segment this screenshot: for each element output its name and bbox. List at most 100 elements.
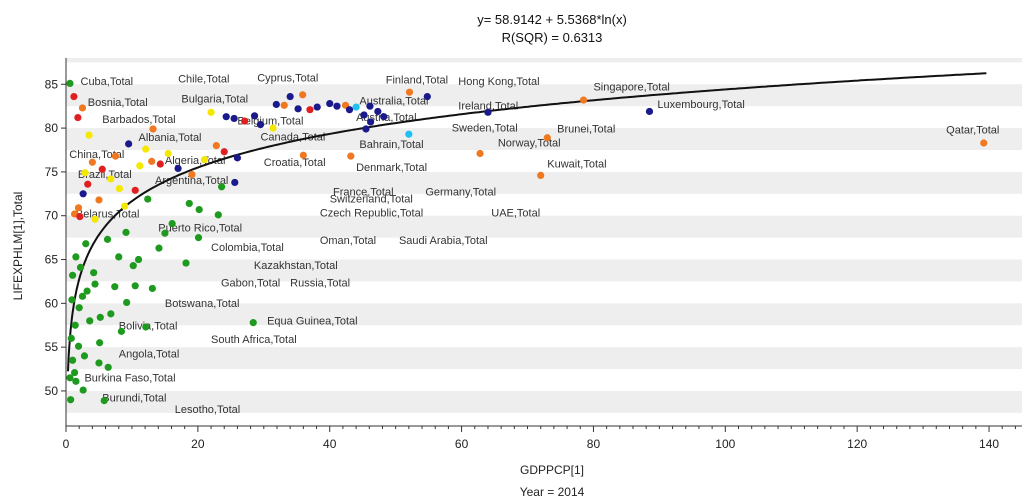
data-point <box>164 149 172 158</box>
data-point <box>95 196 103 204</box>
data-point <box>220 148 228 156</box>
data-point <box>214 211 222 219</box>
data-point <box>347 152 355 160</box>
point-label: Brunei,Total <box>557 123 615 135</box>
point-label: Gabon,Total <box>221 278 280 290</box>
data-point <box>233 154 242 162</box>
data-point <box>280 101 288 109</box>
point-label: Burkina Faso,Total <box>84 372 175 384</box>
point-label: Belarus,Total <box>76 208 140 220</box>
data-point <box>188 170 196 179</box>
x-tick-label: 80 <box>587 437 601 451</box>
data-point <box>174 164 182 172</box>
x-tick-label: 0 <box>63 437 70 451</box>
data-point <box>86 317 94 325</box>
point-label: Kuwait,Total <box>547 159 606 171</box>
data-point <box>129 262 137 270</box>
data-point <box>207 108 215 116</box>
data-point <box>71 321 79 329</box>
data-point <box>142 323 150 331</box>
x-tick-label: 20 <box>191 437 205 451</box>
grid-band <box>66 84 1022 107</box>
point-label: Kazakhstan,Total <box>254 260 338 272</box>
data-point <box>380 113 388 121</box>
point-label: Saudi Arabia,Total <box>399 235 488 247</box>
x-tick-label: 140 <box>979 437 999 451</box>
data-point <box>155 244 163 252</box>
data-point <box>79 386 87 394</box>
point-label: Canada,Total <box>260 131 325 143</box>
data-point <box>484 108 492 116</box>
point-label: Qatar,Total <box>946 124 999 136</box>
data-point <box>299 151 307 159</box>
data-point <box>95 359 103 367</box>
y-tick-label: 75 <box>45 165 59 179</box>
data-point <box>231 178 239 187</box>
data-point <box>78 292 87 300</box>
point-label: Bosnia,Total <box>88 97 148 109</box>
y-axis-ticks: 50 55 60 65 70 75 80 85 <box>45 77 66 398</box>
point-label: Equa Guinea,Total <box>267 315 358 327</box>
point-label: Brazil,Total <box>78 169 132 181</box>
data-point <box>68 271 77 279</box>
point-label: Cuba,Total <box>81 76 134 88</box>
point-label: Chile,Total <box>178 74 229 86</box>
data-point <box>156 160 164 168</box>
data-point <box>78 104 87 112</box>
data-point <box>306 106 314 114</box>
point-label: Croatia,Total <box>264 157 326 169</box>
data-point <box>84 180 92 188</box>
point-label: Burundi,Total <box>102 392 166 404</box>
point-label: Barbados,Total <box>102 114 175 126</box>
point-label: China,Total <box>69 149 124 161</box>
grid-band <box>66 347 1022 370</box>
point-label: Bulgaria,Total <box>181 94 248 106</box>
data-point <box>134 255 143 264</box>
x-tick-label: 40 <box>323 437 337 451</box>
data-point <box>123 298 131 307</box>
data-point <box>142 145 150 153</box>
data-point <box>90 269 98 277</box>
data-point <box>249 319 257 327</box>
y-tick-label: 60 <box>45 296 59 310</box>
x-axis-ticks: 0 20 40 60 80 100 120 140 <box>63 426 1016 451</box>
data-point <box>91 215 99 223</box>
data-point <box>76 212 84 221</box>
data-point <box>66 374 74 382</box>
point-label: Colombia,Total <box>211 242 284 254</box>
data-point <box>269 124 277 132</box>
grid-band <box>66 303 1022 326</box>
data-point <box>96 339 104 347</box>
y-tick-label: 85 <box>45 77 59 91</box>
x-tick-label: 60 <box>455 437 469 451</box>
data-point <box>194 234 203 242</box>
data-point <box>82 240 90 248</box>
data-point <box>185 199 193 208</box>
data-point <box>131 186 139 194</box>
data-point <box>345 106 354 114</box>
point-label: Luxembourg,Total <box>657 99 744 111</box>
data-point <box>111 152 120 160</box>
point-label: South Africa,Total <box>211 334 297 346</box>
data-point <box>88 158 96 166</box>
point-label: Oman,Total <box>320 235 376 247</box>
data-point <box>543 134 551 142</box>
data-point <box>121 202 129 210</box>
data-point <box>75 304 83 312</box>
point-label: Albania,Total <box>139 132 202 144</box>
data-point <box>374 107 382 116</box>
data-point <box>117 327 125 335</box>
data-point <box>212 142 220 150</box>
data-point <box>74 342 83 350</box>
y-tick-label: 50 <box>45 384 59 398</box>
data-point <box>405 88 414 96</box>
data-point <box>103 235 112 243</box>
point-label: Norway,Total <box>498 137 561 149</box>
data-point <box>111 283 119 291</box>
data-point <box>115 184 124 193</box>
data-point <box>70 92 78 101</box>
x-tick-label: 100 <box>715 437 735 451</box>
data-point <box>326 99 334 108</box>
point-label: Hong Kong,Total <box>458 76 539 88</box>
